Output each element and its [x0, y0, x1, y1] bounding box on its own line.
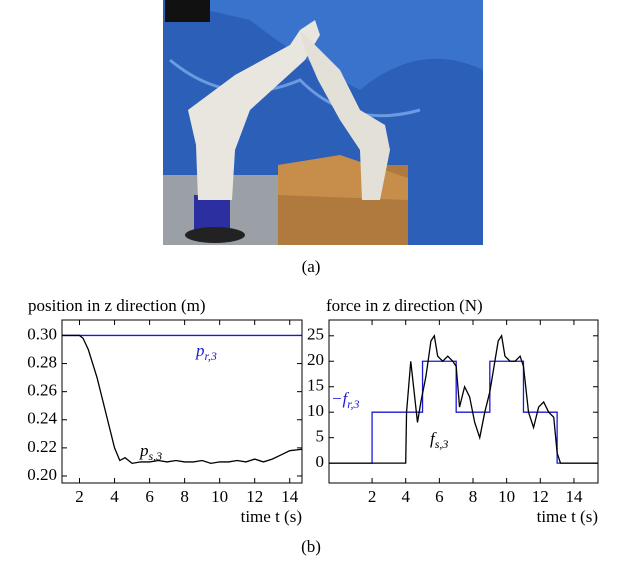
x-tick-label: 12: [246, 487, 263, 506]
x-tick-label: 4: [110, 487, 119, 506]
y-tick-label: 20: [307, 350, 324, 369]
series-label: ps,3: [139, 441, 162, 463]
robot-mount: [185, 227, 245, 243]
y-tick-label: 10: [307, 401, 324, 420]
series-label: pr,3: [195, 341, 217, 363]
x-tick-label: 10: [498, 487, 515, 506]
x-tick-label: 8: [180, 487, 189, 506]
monitor: [165, 0, 210, 22]
y-tick-label: 5: [316, 427, 325, 446]
series-subscript: r,3: [205, 349, 217, 363]
x-axis-label: time t (s): [241, 507, 302, 526]
y-tick-label: 0.28: [27, 352, 57, 371]
chart-title: position in z direction (m): [28, 296, 206, 315]
y-tick-label: 0.26: [27, 381, 57, 400]
series-line: [62, 334, 303, 465]
tarp-crease: [169, 58, 421, 118]
y-tick-label: 0.20: [27, 465, 57, 484]
plot-frame: [328, 319, 599, 484]
series-subscript: r,3: [347, 397, 359, 411]
x-tick-label: 4: [401, 487, 410, 506]
series-subscript: s,3: [435, 437, 449, 451]
series-name: p: [195, 341, 205, 360]
series-line: [329, 360, 598, 464]
series-label: −fr,3: [331, 389, 360, 411]
x-tick-label: 14: [565, 487, 583, 506]
x-tick-label: 2: [75, 487, 84, 506]
series-label: fs,3: [430, 429, 448, 451]
y-tick-label: 25: [307, 325, 324, 344]
x-tick-label: 10: [211, 487, 228, 506]
series-name: p: [139, 441, 149, 460]
x-tick-label: 12: [532, 487, 549, 506]
plot-frame: [61, 319, 303, 484]
y-tick-label: 0.24: [27, 409, 57, 428]
y-tick-label: 15: [307, 376, 324, 395]
x-axis-label: time t (s): [537, 507, 598, 526]
x-tick-label: 2: [368, 487, 377, 506]
series-name: f: [430, 429, 437, 448]
chart-title: force in z direction (N): [326, 296, 483, 315]
x-tick-label: 8: [469, 487, 478, 506]
photo: [163, 0, 483, 245]
x-tick-label: 14: [281, 487, 299, 506]
y-tick-label: 0.22: [27, 437, 57, 456]
y-tick-label: 0.30: [27, 324, 57, 343]
robot-arm-upper: [300, 30, 390, 200]
series-subscript: s,3: [149, 449, 163, 463]
x-tick-label: 6: [145, 487, 154, 506]
tarp-fold: [163, 0, 483, 90]
caption: (a): [302, 257, 321, 276]
x-tick-label: 6: [435, 487, 444, 506]
series-name: −f: [331, 389, 349, 408]
caption: (b): [301, 537, 321, 556]
robot-arm-lower: [188, 20, 320, 200]
y-tick-label: 0: [316, 452, 325, 471]
series-line: [329, 334, 598, 464]
